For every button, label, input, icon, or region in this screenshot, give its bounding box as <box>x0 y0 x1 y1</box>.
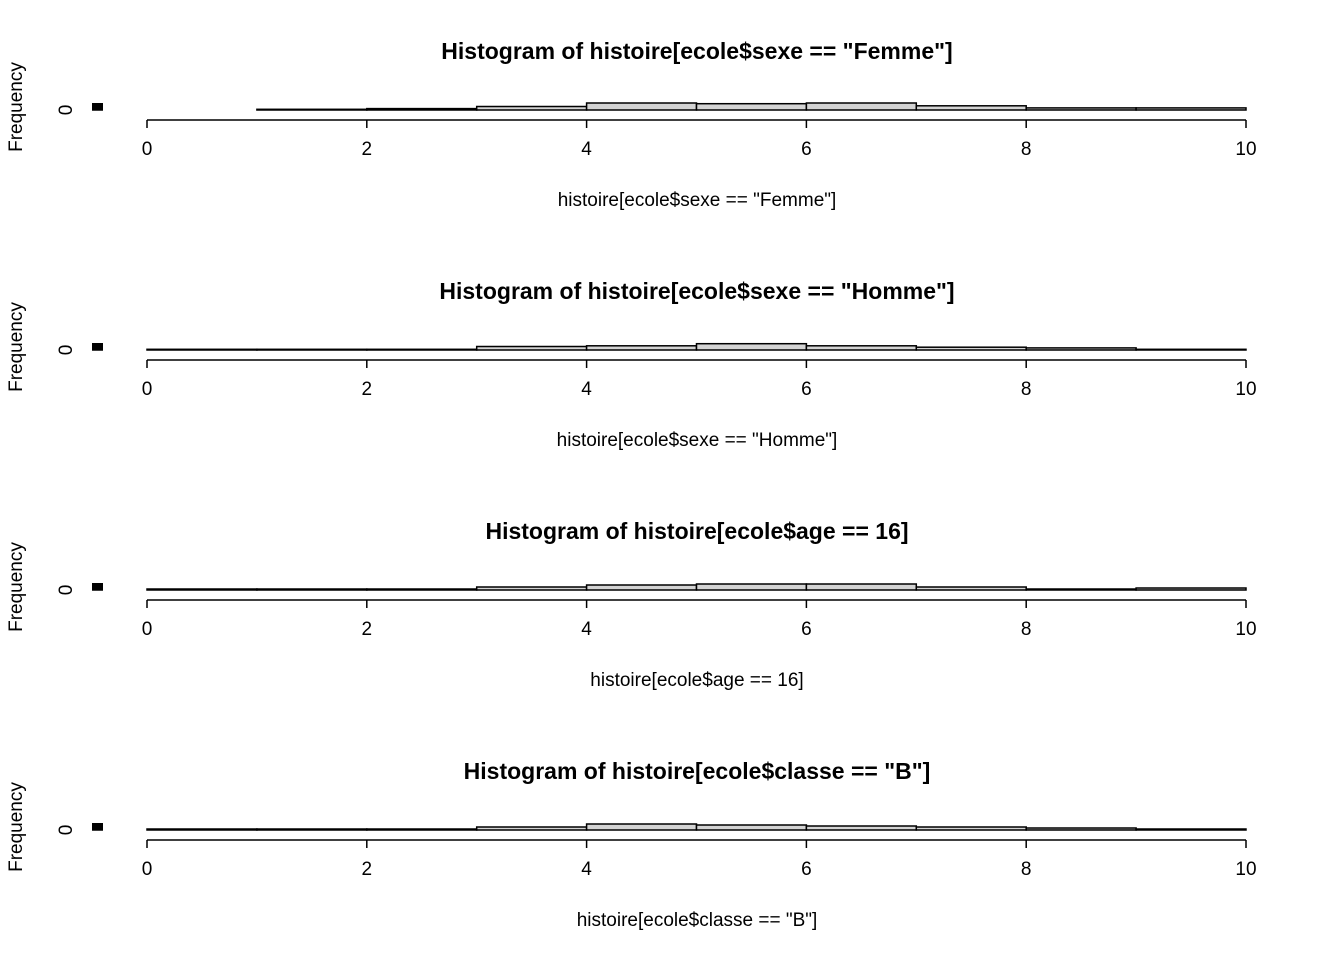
bar <box>146 348 258 351</box>
y-axis-line <box>92 823 103 830</box>
chart-title: Histogram of histoire[ecole$sexe == "Fem… <box>441 38 952 64</box>
bar <box>585 102 698 111</box>
bar <box>1135 587 1247 591</box>
bar <box>475 105 588 111</box>
bar <box>585 823 698 831</box>
bar <box>256 348 368 351</box>
x-tick-label: 0 <box>142 859 153 880</box>
x-tick-label: 0 <box>142 379 153 400</box>
bar <box>915 586 1027 591</box>
y-tick-label: 0 <box>56 585 77 596</box>
bar <box>475 345 588 351</box>
bar <box>146 588 258 591</box>
y-axis-line <box>92 343 103 350</box>
bar <box>366 348 478 351</box>
x-tick-label: 10 <box>1235 379 1256 400</box>
bar <box>805 825 918 831</box>
y-axis-line <box>92 583 103 590</box>
bar <box>146 828 258 831</box>
bar <box>256 108 368 111</box>
x-tick-label: 4 <box>581 859 592 880</box>
bar <box>1025 107 1137 111</box>
bar <box>805 102 918 111</box>
x-tick-label: 2 <box>362 859 373 880</box>
panel: Histogram of histoire[ecole$sexe == "Fem… <box>6 38 1257 211</box>
bar <box>366 828 478 831</box>
bar <box>915 826 1027 831</box>
x-tick-label: 2 <box>362 379 373 400</box>
x-tick-label: 2 <box>362 619 373 640</box>
bar <box>1025 347 1137 351</box>
bar <box>256 828 368 831</box>
y-axis-label: Frequency <box>6 62 27 152</box>
bar <box>475 826 588 831</box>
y-axis-label: Frequency <box>6 782 27 872</box>
bar <box>1135 828 1247 831</box>
chart-title: Histogram of histoire[ecole$sexe == "Hom… <box>439 278 954 304</box>
y-tick-label: 0 <box>56 825 77 836</box>
y-axis-line <box>92 103 103 110</box>
bar <box>695 342 808 351</box>
y-axis-label: Frequency <box>6 302 27 392</box>
x-tick-label: 6 <box>801 859 812 880</box>
bar <box>695 824 808 831</box>
bar <box>1025 827 1137 831</box>
x-tick-label: 4 <box>581 139 592 160</box>
x-tick-label: 10 <box>1235 619 1256 640</box>
panel: Histogram of histoire[ecole$age == 16] hi… <box>6 518 1257 691</box>
x-tick-label: 4 <box>581 379 592 400</box>
x-tick-label: 8 <box>1021 139 1032 160</box>
bar <box>585 584 698 591</box>
y-tick-label: 0 <box>56 105 77 116</box>
x-axis-label: histoire[ecole$sexe == "Femme"] <box>558 190 837 211</box>
x-tick-label: 8 <box>1021 619 1032 640</box>
x-tick-label: 10 <box>1235 859 1256 880</box>
x-tick-label: 6 <box>801 139 812 160</box>
x-tick-label: 4 <box>581 619 592 640</box>
bar <box>585 345 698 351</box>
x-tick-label: 6 <box>801 619 812 640</box>
bar <box>695 583 808 591</box>
bar <box>1025 588 1137 591</box>
bar <box>366 107 478 111</box>
bar <box>695 102 808 111</box>
x-tick-label: 8 <box>1021 859 1032 880</box>
y-axis-label: Frequency <box>6 542 27 632</box>
x-tick-label: 6 <box>801 379 812 400</box>
bar <box>256 588 368 591</box>
x-tick-label: 2 <box>362 139 373 160</box>
x-tick-label: 10 <box>1235 139 1256 160</box>
bar <box>805 583 918 591</box>
x-axis-label: histoire[ecole$age == 16] <box>590 670 803 691</box>
x-tick-label: 0 <box>142 139 153 160</box>
bar <box>475 586 588 591</box>
bar <box>366 588 478 591</box>
y-tick-label: 0 <box>56 345 77 356</box>
bar <box>805 345 918 351</box>
chart-title: Histogram of histoire[ecole$classe == "B… <box>464 758 931 784</box>
chart-title: Histogram of histoire[ecole$age == 16] <box>485 518 908 544</box>
bar <box>915 346 1027 351</box>
bar <box>915 105 1027 111</box>
panel: Histogram of histoire[ecole$classe == "B… <box>6 758 1257 931</box>
panel: Histogram of histoire[ecole$sexe == "Hom… <box>6 278 1257 451</box>
x-axis-label: histoire[ecole$classe == "B"] <box>577 910 818 931</box>
bar <box>1135 107 1247 111</box>
x-axis-label: histoire[ecole$sexe == "Homme"] <box>557 430 838 451</box>
x-tick-label: 0 <box>142 619 153 640</box>
x-tick-label: 8 <box>1021 379 1032 400</box>
bar <box>1135 348 1247 351</box>
